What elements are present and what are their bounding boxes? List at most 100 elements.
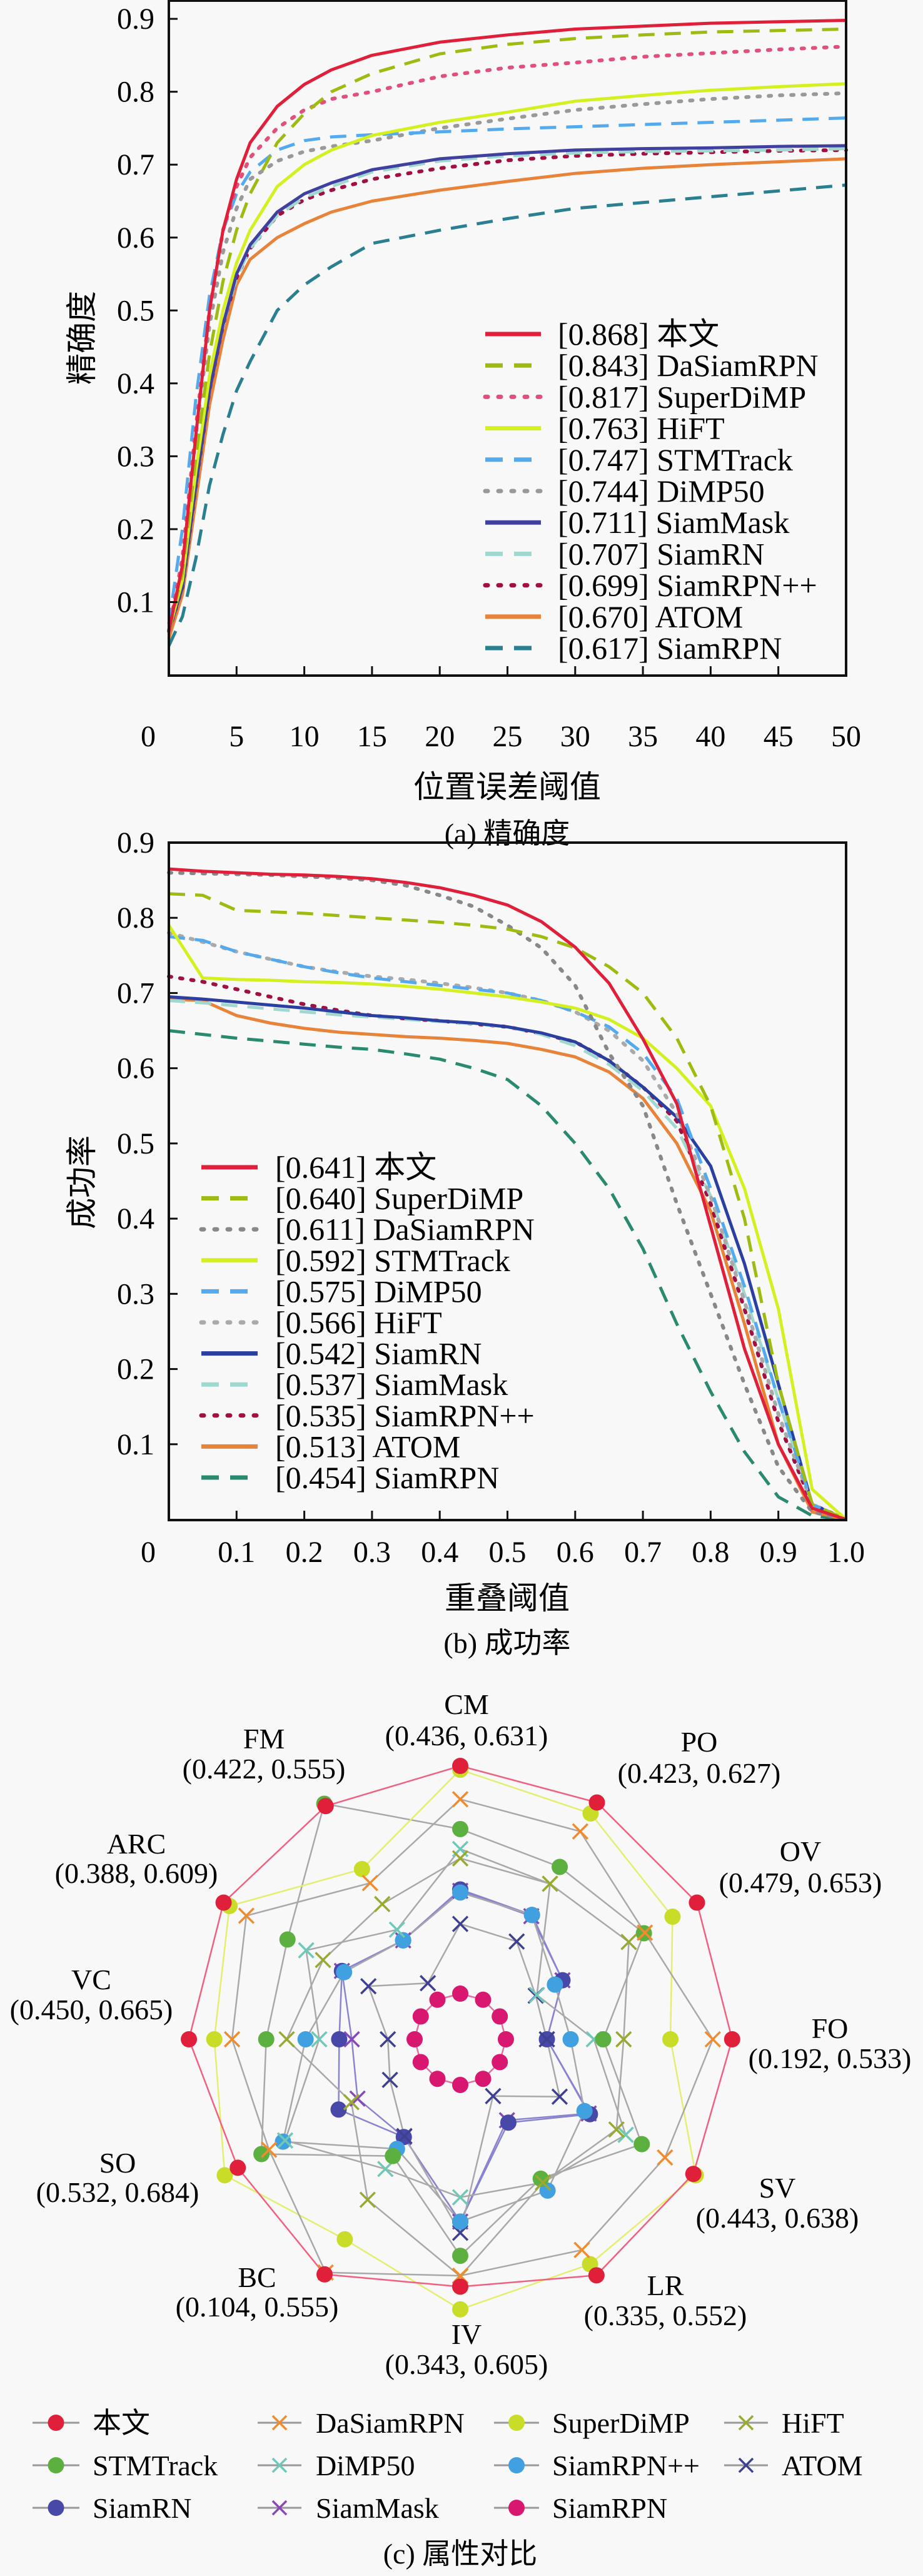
precision-xtick-label: 25 (493, 720, 523, 753)
precision-legend-label: [0.711] SiamMask (558, 505, 789, 540)
radar-legend-marker (271, 2500, 288, 2516)
success-ytick-label: 0.8 (117, 901, 154, 935)
radar-axis-name-cm: CM (444, 1688, 489, 1720)
precision-ytick-label: 0.9 (117, 3, 154, 36)
success-ticks: 0 0.1 0.2 0.3 0.4 0.5 0.6 0.7 0.8 0.9 1.0 0.1 0.2 0.3… (117, 826, 865, 1569)
radar-axis-range-iv: (0.343, 0.605) (385, 2348, 548, 2380)
radar-point-hift (620, 1934, 637, 1950)
precision-legend-label: [0.817] SuperDiMP (558, 379, 806, 414)
radar-point-stmtrack (258, 2031, 275, 2047)
precision-ytick-label: 0.7 (117, 148, 154, 181)
precision-legend-label: [0.747] STMTrack (558, 442, 793, 477)
radar-legend: 本文 DaSiamRPN SuperDiMP HiFT STMTrack DiMP50 Si… (33, 2407, 863, 2524)
success-xtick-label: 0.6 (557, 1536, 594, 1569)
radar-point-siamrpn (412, 2008, 429, 2025)
radar-axis-range-bc: (0.104, 0.555) (176, 2291, 339, 2323)
radar-legend-label: 本文 (93, 2407, 150, 2439)
radar-point-hift (608, 2121, 625, 2138)
radar-legend-item: DiMP50 (258, 2450, 415, 2482)
precision-ytick-label: 0.8 (117, 76, 154, 109)
success-legend-label: [0.641] 本文 (275, 1150, 436, 1185)
success-legend-label: [0.535] SiamRPN++ (275, 1398, 535, 1433)
precision-xtick-label: 20 (425, 720, 455, 753)
radar-legend-item: ATOM (724, 2450, 863, 2482)
success-legend-item: [0.454] SiamRPN (201, 1460, 499, 1495)
radar-point-hift (374, 1895, 391, 1913)
radar-point-siamrpn (497, 2031, 514, 2047)
radar-point-- (724, 2031, 740, 2047)
radar-point-dasiamrpn (238, 1907, 255, 1924)
radar-legend-label: SiamMask (316, 2492, 439, 2524)
radar-point-dasiamrpn (637, 1924, 653, 1941)
radar-point-siamrpnplusplus (452, 2213, 468, 2230)
precision-legend-label: [0.699] SiamRPN++ (558, 568, 817, 603)
radar-axis-name-iv: IV (451, 2318, 482, 2350)
radar-series-- (188, 1765, 734, 2288)
precision-series-atom (167, 157, 847, 639)
radar-legend-item: SuperDiMP (494, 2407, 690, 2439)
precision-ytick-label: 0.1 (117, 586, 154, 619)
success-ylabel: 成功率 (64, 1135, 99, 1229)
success-legend: [0.641] 本文[0.640] SuperDiMP[0.611] DaSia… (199, 1150, 535, 1495)
success-legend-label: [0.454] SiamRPN (275, 1460, 499, 1495)
precision-series-siammask (167, 144, 847, 632)
success-legend-item: [0.537] SiamMask (201, 1367, 508, 1402)
radar-axis-range-vc: (0.450, 0.665) (10, 1994, 173, 2026)
radar-point-dimp50 (377, 2161, 394, 2178)
radar-point-hift (315, 1952, 331, 1969)
precision-ytick-label: 0.6 (117, 221, 154, 255)
radar-legend-item: STMTrack (33, 2450, 218, 2482)
success-xtick-label: 0.3 (353, 1536, 391, 1569)
radar-axis-range-ov: (0.479, 0.653) (719, 1867, 882, 1899)
precision-ticks: 0 5 10 15 20 25 30 35 40 45 50 0.1 0.2 0.3 0.4 0.5 0.6 0.… (117, 3, 861, 753)
radar-point-- (588, 1794, 605, 1811)
radar-point-stmtrack (532, 2170, 549, 2187)
radar-point-siamrpnplusplus (576, 2102, 593, 2119)
precision-xtick-label: 45 (764, 720, 794, 753)
radar-point-superdimp (206, 2031, 223, 2047)
radar-point-- (317, 1798, 334, 1815)
precision-xtick-label: 15 (357, 720, 387, 753)
success-xlabel: 重叠阈值 (445, 1581, 570, 1616)
radar-point-superdimp (664, 1909, 681, 1925)
success-xtick-label: 0.1 (218, 1536, 255, 1569)
radar-point-siamrpnplusplus (452, 1884, 468, 1901)
precision-legend-item: [0.843] DaSiamRPN (485, 348, 819, 383)
radar-point-hift (278, 2031, 295, 2048)
radar-point-siamrpnplusplus (539, 2182, 556, 2199)
success-ytick-label: 0.1 (117, 1428, 154, 1461)
radar-point-atom (380, 2031, 396, 2048)
radar-point-siamrpn (429, 2071, 446, 2087)
radar-series-siammask (341, 1890, 590, 2224)
success-series-siamrpnplusplus (167, 975, 848, 1521)
precision-legend-item: [0.699] SiamRPN++ (483, 568, 817, 603)
precision-legend-item: [0.617] SiamRPN (485, 631, 782, 666)
radar-axis-range-sv: (0.443, 0.638) (696, 2202, 859, 2234)
radar-axis-range-fm: (0.422, 0.555) (183, 1753, 346, 1785)
success-legend-label: [0.513] ATOM (275, 1429, 460, 1464)
success-plot-frame (168, 841, 847, 1521)
precision-series-- (167, 19, 847, 632)
precision-legend-item: [0.868] 本文 (485, 317, 719, 352)
success-xtick-label: 0.8 (692, 1536, 729, 1569)
radar-axis-name-bc: BC (238, 2261, 276, 2293)
precision-legend-item: [0.670] ATOM (485, 599, 743, 634)
radar-axis-name-vc: VC (71, 1964, 111, 1995)
precision-legend-label: [0.763] HiFT (558, 411, 725, 446)
precision-series-siamrpn (167, 183, 847, 647)
radar-point-stmtrack (633, 2136, 650, 2153)
precision-ytick-label: 0.3 (117, 440, 154, 473)
precision-chart: 0 5 10 15 20 25 30 35 40 45 50 0.1 0.2 0.3 0.4 0.5 0.6 0.… (64, 0, 861, 849)
success-caption: (b) 成功率 (443, 1627, 570, 1659)
success-legend-label: [0.537] SiamMask (275, 1367, 508, 1402)
precision-caption: (a) 精确度 (445, 818, 570, 849)
radar-point-atom (396, 2127, 413, 2144)
precision-xtick-label: 50 (831, 720, 861, 753)
radar-legend-label: SuperDiMP (552, 2407, 690, 2439)
radar-point-hift (615, 2031, 632, 2048)
radar-point-dasiamrpn (223, 2031, 241, 2048)
success-xtick-label: 0.4 (421, 1536, 458, 1569)
radar-point-hift (359, 2191, 376, 2208)
success-xtick-label: 0 (141, 1536, 156, 1569)
radar-point-- (452, 2278, 468, 2295)
